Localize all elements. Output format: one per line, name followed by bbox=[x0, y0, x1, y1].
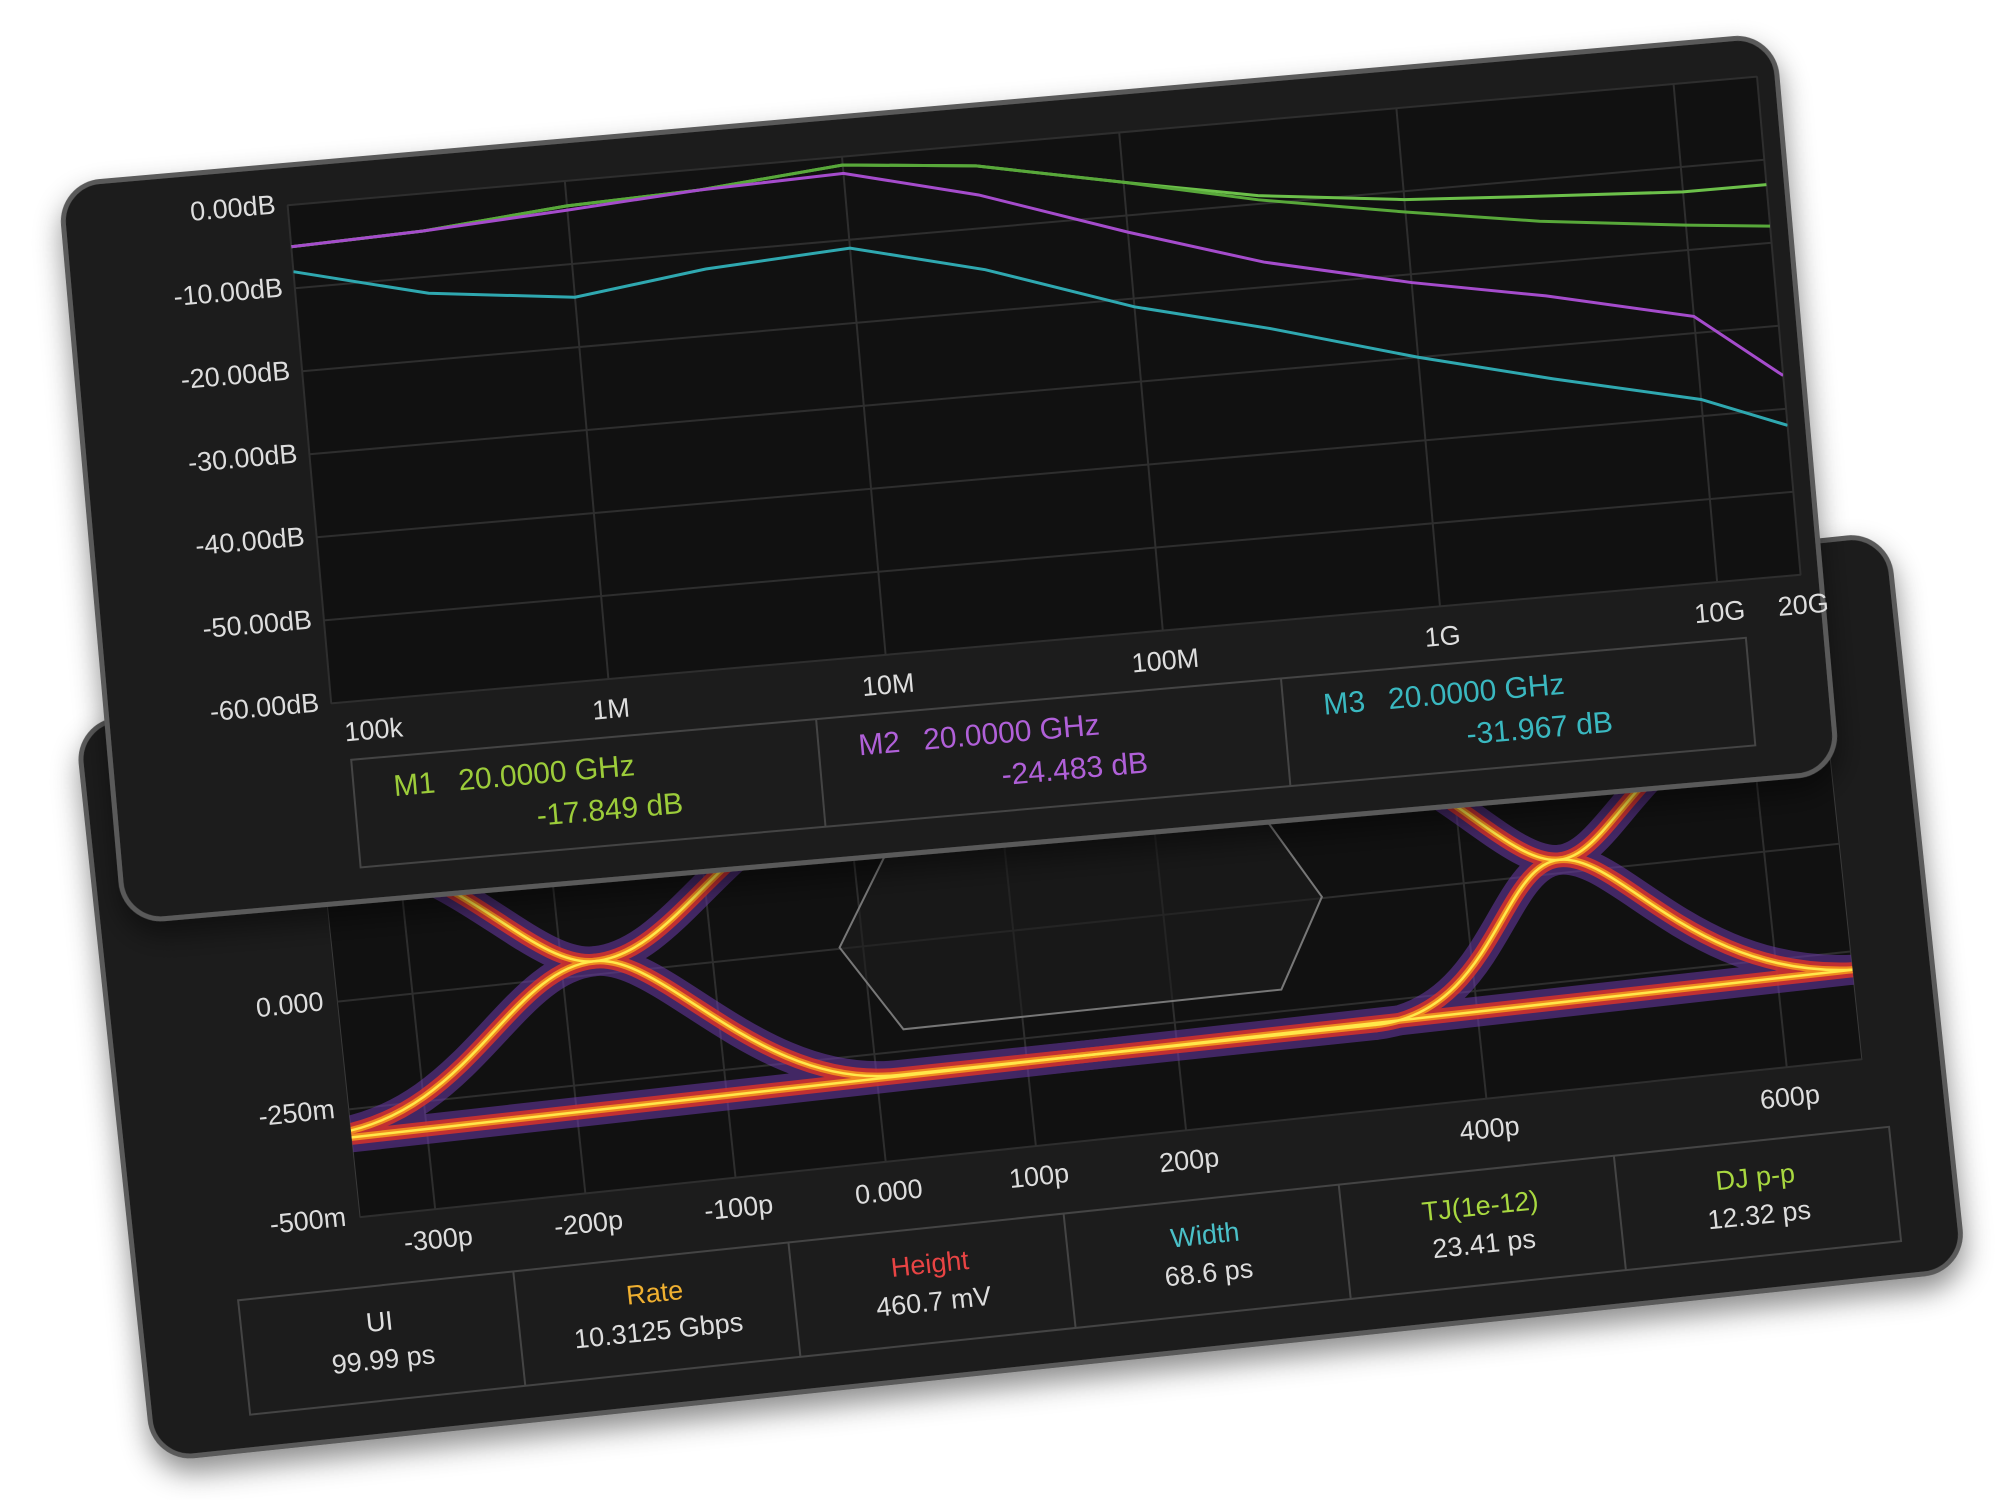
marker-table bbox=[350, 636, 1757, 869]
x-tick-label: -300p bbox=[402, 1221, 474, 1258]
cell-divider bbox=[1612, 1155, 1627, 1271]
x-tick-label: 1G bbox=[1423, 620, 1462, 653]
grid-line bbox=[294, 158, 1765, 290]
cell-divider bbox=[815, 719, 827, 827]
grid-line bbox=[323, 490, 1794, 622]
y-tick-label: 0.000 bbox=[255, 986, 325, 1023]
series-line bbox=[291, 163, 1771, 249]
cell-divider bbox=[512, 1271, 527, 1386]
x-tick-label: 10M bbox=[861, 668, 916, 702]
grid-line bbox=[1672, 83, 1719, 583]
grid-line bbox=[841, 156, 887, 655]
grid-line bbox=[302, 241, 1772, 373]
cell-divider bbox=[1062, 1213, 1077, 1329]
grid-line bbox=[1118, 132, 1164, 631]
grid-line bbox=[287, 75, 1758, 207]
measure-label: UI bbox=[364, 1305, 394, 1338]
x-tick-label: -100p bbox=[703, 1189, 775, 1226]
x-tick-label: 10G bbox=[1693, 595, 1746, 629]
series-line bbox=[293, 246, 1788, 427]
cell-divider bbox=[787, 1242, 802, 1357]
x-tick-label: -200p bbox=[553, 1205, 625, 1242]
x-tick-label: 100M bbox=[1130, 643, 1200, 679]
x-tick-label: 600p bbox=[1758, 1079, 1821, 1115]
x-tick-label: 400p bbox=[1458, 1111, 1521, 1147]
grid-line bbox=[316, 407, 1787, 539]
y-tick-label: 0.00dB bbox=[189, 189, 277, 226]
marker-name: M2 bbox=[857, 726, 901, 763]
cell-divider bbox=[1279, 678, 1292, 787]
x-tick-label: 100p bbox=[1008, 1158, 1071, 1194]
grid-line bbox=[286, 205, 333, 704]
grid-line bbox=[309, 324, 1779, 456]
grid-line bbox=[348, 950, 1851, 1111]
cell-divider bbox=[1337, 1184, 1352, 1300]
measure-label: Width bbox=[1169, 1216, 1241, 1253]
measure-label: Rate bbox=[625, 1275, 685, 1311]
grid-line bbox=[563, 180, 610, 680]
x-tick-label: 20G bbox=[1776, 588, 1829, 622]
marker-name: M1 bbox=[392, 767, 436, 804]
sparam-panel: 0.00dB-10.00dB-20.00dB-30.00dB-40.00dB-5… bbox=[60, 35, 1838, 922]
series-line bbox=[291, 171, 1784, 377]
measure-table bbox=[237, 1125, 1903, 1416]
x-tick-label: 1M bbox=[591, 693, 631, 726]
grid-line bbox=[1756, 76, 1802, 575]
x-tick-label: 200p bbox=[1158, 1142, 1221, 1178]
marker-name: M3 bbox=[1322, 685, 1366, 722]
grid-line bbox=[359, 1058, 1862, 1219]
grid-line bbox=[331, 573, 1801, 705]
x-tick-label: 100k bbox=[343, 712, 404, 747]
x-tick-label: 0.000 bbox=[854, 1173, 924, 1210]
